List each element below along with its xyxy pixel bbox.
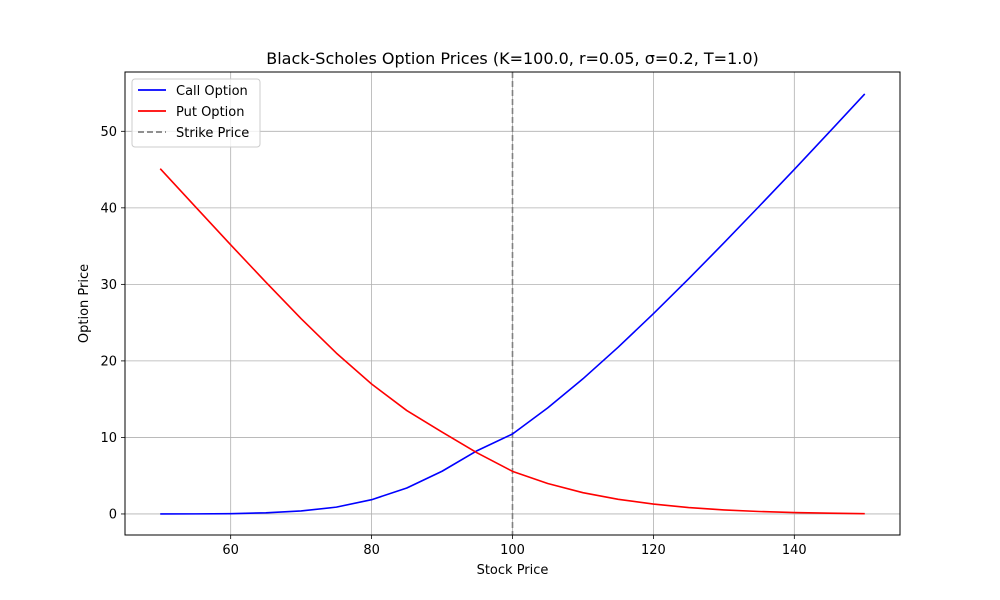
y-tick-label: 0 <box>109 507 117 522</box>
x-axis-label: Stock Price <box>477 563 549 578</box>
series-layer <box>159 93 866 515</box>
y-tick-label: 20 <box>100 354 117 369</box>
legend: Call Option Put Option Strike Price <box>131 78 261 148</box>
x-axis: 60 80 100 120 140 <box>222 535 807 558</box>
legend-label-call: Call Option <box>176 84 248 99</box>
x-tick-label: 100 <box>500 543 525 558</box>
y-tick-label: 30 <box>100 278 117 293</box>
x-tick-label: 80 <box>363 543 380 558</box>
chart-title: Black-Scholes Option Prices (K=100.0, r=… <box>266 49 759 68</box>
call-option-line <box>160 93 866 515</box>
x-tick-label: 120 <box>641 543 666 558</box>
legend-label-put: Put Option <box>176 105 244 120</box>
x-tick-label: 60 <box>222 543 239 558</box>
y-tick-label: 50 <box>100 125 117 140</box>
legend-label-strike: Strike Price <box>176 126 249 141</box>
y-axis-label: Option Price <box>77 264 92 343</box>
x-tick-label: 140 <box>782 543 807 558</box>
y-tick-label: 10 <box>100 431 117 446</box>
legend-box <box>131 78 261 148</box>
put-option-line <box>159 168 865 515</box>
y-axis: 0 10 20 30 40 50 <box>100 125 125 522</box>
y-tick-label: 40 <box>100 201 117 216</box>
